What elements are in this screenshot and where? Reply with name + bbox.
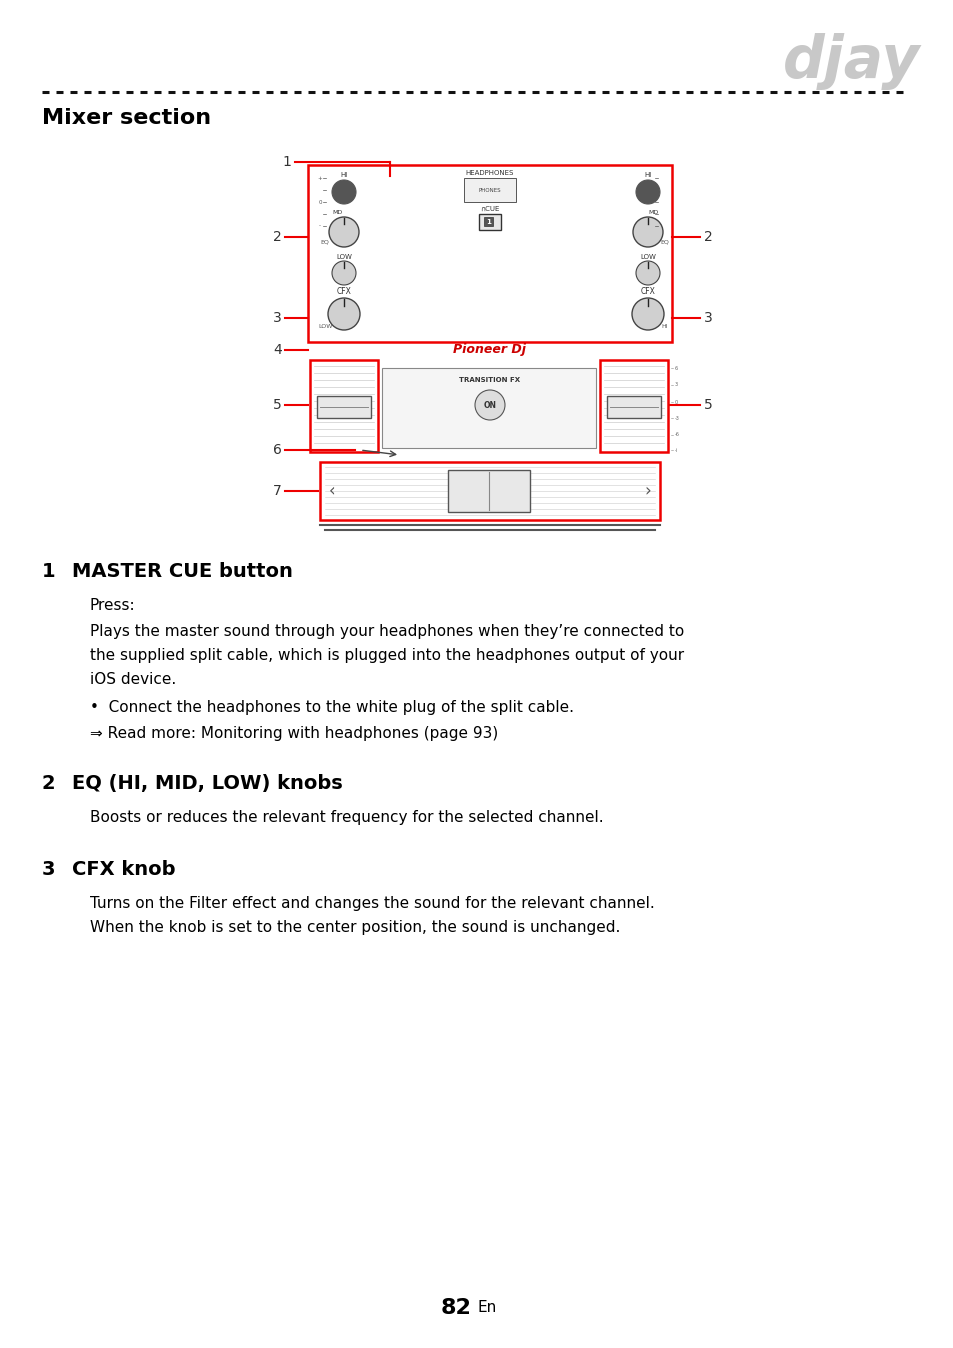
Text: ⇒ Read more: Monitoring with headphones (page 93): ⇒ Read more: Monitoring with headphones … — [90, 727, 497, 741]
Bar — [606, 396, 660, 418]
Text: ›: › — [644, 483, 651, 500]
Circle shape — [328, 298, 359, 330]
Bar — [599, 360, 667, 452]
Bar — [381, 368, 596, 448]
Text: 5: 5 — [273, 398, 282, 412]
Text: ON: ON — [483, 400, 496, 410]
Text: MASTER CUE button: MASTER CUE button — [71, 562, 293, 581]
Bar — [478, 214, 500, 231]
Text: 1: 1 — [282, 155, 291, 168]
Text: EQ: EQ — [320, 240, 329, 244]
Text: -3: -3 — [675, 415, 679, 421]
Text: 4: 4 — [273, 342, 282, 357]
Bar — [308, 164, 671, 342]
Text: 1: 1 — [42, 562, 55, 581]
Bar — [310, 360, 377, 452]
Text: 5: 5 — [703, 398, 712, 412]
Bar — [483, 217, 493, 226]
Text: Boosts or reduces the relevant frequency for the selected channel.: Boosts or reduces the relevant frequency… — [90, 810, 603, 825]
Text: Press:: Press: — [90, 599, 135, 613]
Text: MD: MD — [333, 209, 343, 214]
Text: LOW: LOW — [639, 253, 656, 260]
Text: 3: 3 — [42, 860, 55, 879]
Text: iOS device.: iOS device. — [90, 673, 176, 687]
Text: -6: -6 — [675, 433, 679, 438]
Circle shape — [631, 298, 663, 330]
Circle shape — [633, 217, 662, 247]
Text: 6: 6 — [273, 443, 282, 457]
Text: HI: HI — [340, 173, 347, 178]
Text: TRANSITION FX: TRANSITION FX — [459, 377, 520, 383]
Circle shape — [329, 217, 358, 247]
Text: 2: 2 — [42, 774, 55, 793]
Text: PHONES: PHONES — [478, 187, 500, 193]
Text: 1: 1 — [485, 218, 491, 225]
Text: 0: 0 — [675, 399, 678, 404]
Text: CFX: CFX — [639, 287, 655, 297]
Text: the supplied split cable, which is plugged into the headphones output of your: the supplied split cable, which is plugg… — [90, 648, 683, 663]
Text: 0: 0 — [318, 200, 321, 205]
Text: 2: 2 — [703, 231, 712, 244]
Text: 3: 3 — [273, 311, 282, 325]
Text: Mixer section: Mixer section — [42, 108, 211, 128]
Text: EQ (HI, MID, LOW) knobs: EQ (HI, MID, LOW) knobs — [71, 774, 342, 793]
Text: 3: 3 — [703, 311, 712, 325]
Text: HI: HI — [661, 325, 668, 329]
Text: EQ: EQ — [659, 240, 669, 244]
Text: 6: 6 — [675, 365, 678, 371]
Text: •  Connect the headphones to the white plug of the split cable.: • Connect the headphones to the white pl… — [90, 700, 574, 714]
Text: -: - — [318, 224, 320, 229]
Text: Plays the master sound through your headphones when they’re connected to: Plays the master sound through your head… — [90, 624, 683, 639]
Circle shape — [475, 390, 504, 421]
Text: ∩CUE: ∩CUE — [479, 206, 499, 212]
Text: HI: HI — [643, 173, 651, 178]
Text: Pioneer Dj: Pioneer Dj — [453, 344, 526, 356]
Text: When the knob is set to the center position, the sound is unchanged.: When the knob is set to the center posit… — [90, 919, 619, 936]
Circle shape — [332, 181, 355, 204]
Bar — [463, 178, 516, 202]
Circle shape — [636, 181, 659, 204]
Text: -i: -i — [675, 448, 678, 453]
Text: HEADPHONES: HEADPHONES — [465, 170, 514, 177]
Text: LOW: LOW — [335, 253, 352, 260]
Text: CFX: CFX — [336, 287, 351, 297]
Text: 2: 2 — [273, 231, 282, 244]
Text: CFX knob: CFX knob — [71, 860, 175, 879]
Text: LOW: LOW — [318, 325, 333, 329]
Text: 82: 82 — [440, 1298, 472, 1318]
Text: ‹: ‹ — [329, 483, 335, 500]
Text: 3: 3 — [675, 383, 678, 387]
Bar — [319, 462, 659, 520]
Bar — [448, 470, 530, 512]
Bar — [316, 396, 371, 418]
Circle shape — [636, 262, 659, 284]
Text: 7: 7 — [273, 484, 282, 497]
Text: +: + — [317, 175, 322, 181]
Text: Turns on the Filter effect and changes the sound for the relevant channel.: Turns on the Filter effect and changes t… — [90, 896, 654, 911]
Text: djay: djay — [781, 34, 919, 90]
Text: MD: MD — [648, 209, 659, 214]
Text: En: En — [477, 1301, 497, 1316]
Circle shape — [332, 262, 355, 284]
